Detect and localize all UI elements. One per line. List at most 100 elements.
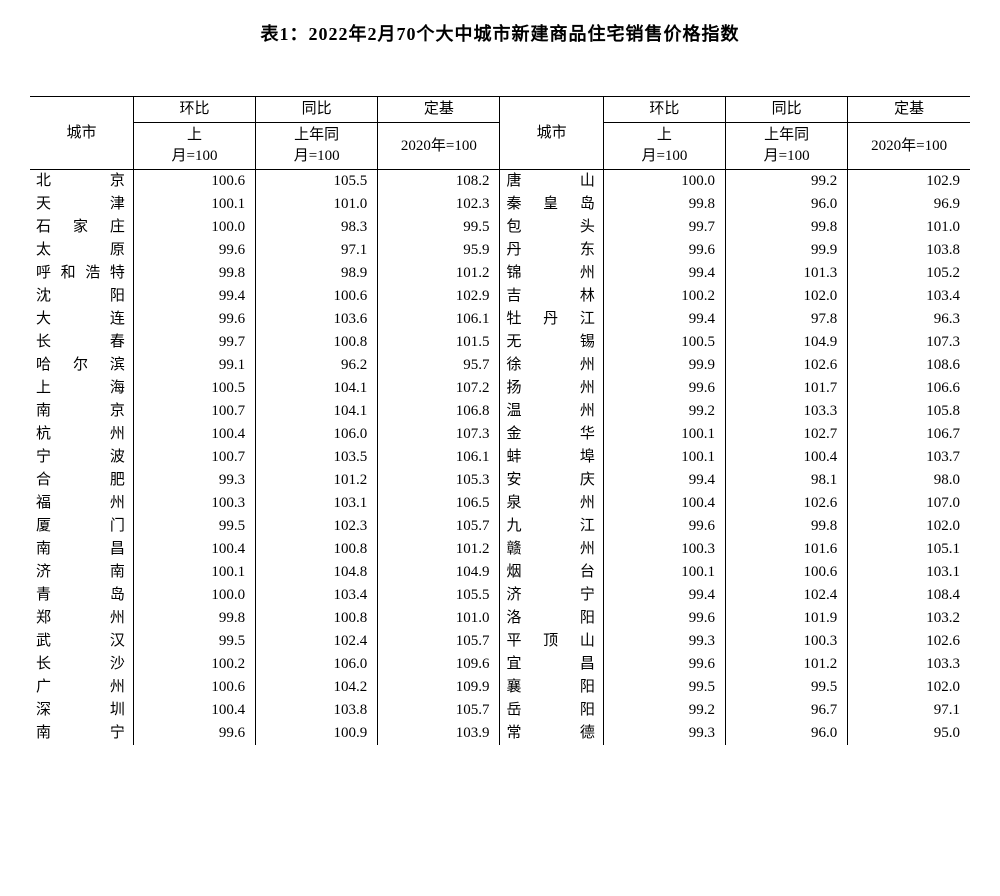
table-row: 厦 门99.5102.3105.7九 江99.699.8102.0	[30, 515, 970, 538]
city-cell: 济 南	[30, 561, 133, 584]
value-cell: 95.7	[378, 354, 500, 377]
value-cell: 103.1	[256, 492, 378, 515]
value-cell: 99.9	[603, 354, 725, 377]
city-cell: 常 德	[500, 722, 603, 745]
city-cell: 宁 波	[30, 446, 133, 469]
value-cell: 96.9	[848, 193, 970, 216]
col-mom-right: 环比	[603, 97, 725, 123]
city-cell: 天 津	[30, 193, 133, 216]
city-cell: 九 江	[500, 515, 603, 538]
city-cell: 深 圳	[30, 699, 133, 722]
value-cell: 99.3	[133, 469, 255, 492]
value-cell: 104.9	[726, 331, 848, 354]
value-cell: 96.7	[726, 699, 848, 722]
value-cell: 106.5	[378, 492, 500, 515]
value-cell: 98.9	[256, 262, 378, 285]
city-cell: 唐 山	[500, 170, 603, 194]
value-cell: 100.6	[256, 285, 378, 308]
value-cell: 95.0	[848, 722, 970, 745]
table-body: 北 京100.6105.5108.2唐 山100.099.2102.9天 津10…	[30, 170, 970, 746]
value-cell: 104.2	[256, 676, 378, 699]
value-cell: 100.7	[133, 400, 255, 423]
value-cell: 106.6	[848, 377, 970, 400]
city-cell: 金 华	[500, 423, 603, 446]
value-cell: 99.8	[133, 607, 255, 630]
value-cell: 102.4	[726, 584, 848, 607]
value-cell: 103.8	[848, 239, 970, 262]
value-cell: 105.3	[378, 469, 500, 492]
city-cell: 南 昌	[30, 538, 133, 561]
value-cell: 99.5	[133, 515, 255, 538]
value-cell: 103.6	[256, 308, 378, 331]
value-cell: 100.4	[133, 538, 255, 561]
value-cell: 102.3	[256, 515, 378, 538]
table-row: 长 春99.7100.8101.5无 锡100.5104.9107.3	[30, 331, 970, 354]
col-mom-sub-right: 上月=100	[603, 123, 725, 170]
city-cell: 太 原	[30, 239, 133, 262]
value-cell: 99.7	[133, 331, 255, 354]
city-cell: 温 州	[500, 400, 603, 423]
city-cell: 洛 阳	[500, 607, 603, 630]
col-base-left: 定基	[378, 97, 500, 123]
table-row: 南 昌100.4100.8101.2赣 州100.3101.6105.1	[30, 538, 970, 561]
city-cell: 厦 门	[30, 515, 133, 538]
value-cell: 101.6	[726, 538, 848, 561]
value-cell: 99.4	[603, 469, 725, 492]
city-cell: 南 宁	[30, 722, 133, 745]
col-yoy-right: 同比	[726, 97, 848, 123]
value-cell: 104.1	[256, 377, 378, 400]
value-cell: 100.8	[256, 538, 378, 561]
city-cell: 锦 州	[500, 262, 603, 285]
table-row: 长 沙100.2106.0109.6宜 昌99.6101.2103.3	[30, 653, 970, 676]
col-yoy-sub-right: 上年同月=100	[726, 123, 848, 170]
value-cell: 109.9	[378, 676, 500, 699]
city-cell: 徐 州	[500, 354, 603, 377]
table-row: 青 岛100.0103.4105.5济 宁99.4102.4108.4	[30, 584, 970, 607]
value-cell: 95.9	[378, 239, 500, 262]
value-cell: 100.6	[133, 170, 255, 194]
city-cell: 烟 台	[500, 561, 603, 584]
value-cell: 100.8	[256, 331, 378, 354]
value-cell: 108.4	[848, 584, 970, 607]
value-cell: 100.1	[603, 446, 725, 469]
value-cell: 99.4	[133, 285, 255, 308]
city-cell: 丹 东	[500, 239, 603, 262]
value-cell: 100.1	[603, 423, 725, 446]
city-cell: 北 京	[30, 170, 133, 194]
value-cell: 106.1	[378, 308, 500, 331]
value-cell: 102.6	[726, 492, 848, 515]
col-base-right: 定基	[848, 97, 970, 123]
value-cell: 107.3	[378, 423, 500, 446]
value-cell: 98.1	[726, 469, 848, 492]
table-row: 沈 阳99.4100.6102.9吉 林100.2102.0103.4	[30, 285, 970, 308]
city-cell: 吉 林	[500, 285, 603, 308]
value-cell: 99.6	[603, 239, 725, 262]
value-cell: 101.2	[256, 469, 378, 492]
value-cell: 97.1	[256, 239, 378, 262]
value-cell: 104.8	[256, 561, 378, 584]
value-cell: 103.4	[848, 285, 970, 308]
value-cell: 99.8	[603, 193, 725, 216]
value-cell: 106.7	[848, 423, 970, 446]
value-cell: 101.2	[378, 538, 500, 561]
value-cell: 99.8	[133, 262, 255, 285]
value-cell: 100.7	[133, 446, 255, 469]
value-cell: 100.0	[133, 584, 255, 607]
value-cell: 101.9	[726, 607, 848, 630]
value-cell: 100.2	[133, 653, 255, 676]
city-cell: 上 海	[30, 377, 133, 400]
value-cell: 102.6	[848, 630, 970, 653]
value-cell: 101.2	[378, 262, 500, 285]
table-row: 济 南100.1104.8104.9烟 台100.1100.6103.1	[30, 561, 970, 584]
table-row: 广 州100.6104.2109.9襄 阳99.599.5102.0	[30, 676, 970, 699]
city-cell: 泉 州	[500, 492, 603, 515]
value-cell: 105.5	[256, 170, 378, 194]
value-cell: 100.6	[133, 676, 255, 699]
city-cell: 岳 阳	[500, 699, 603, 722]
value-cell: 99.6	[133, 308, 255, 331]
value-cell: 101.2	[726, 653, 848, 676]
city-cell: 青 岛	[30, 584, 133, 607]
value-cell: 100.4	[603, 492, 725, 515]
value-cell: 99.4	[603, 308, 725, 331]
value-cell: 97.8	[726, 308, 848, 331]
